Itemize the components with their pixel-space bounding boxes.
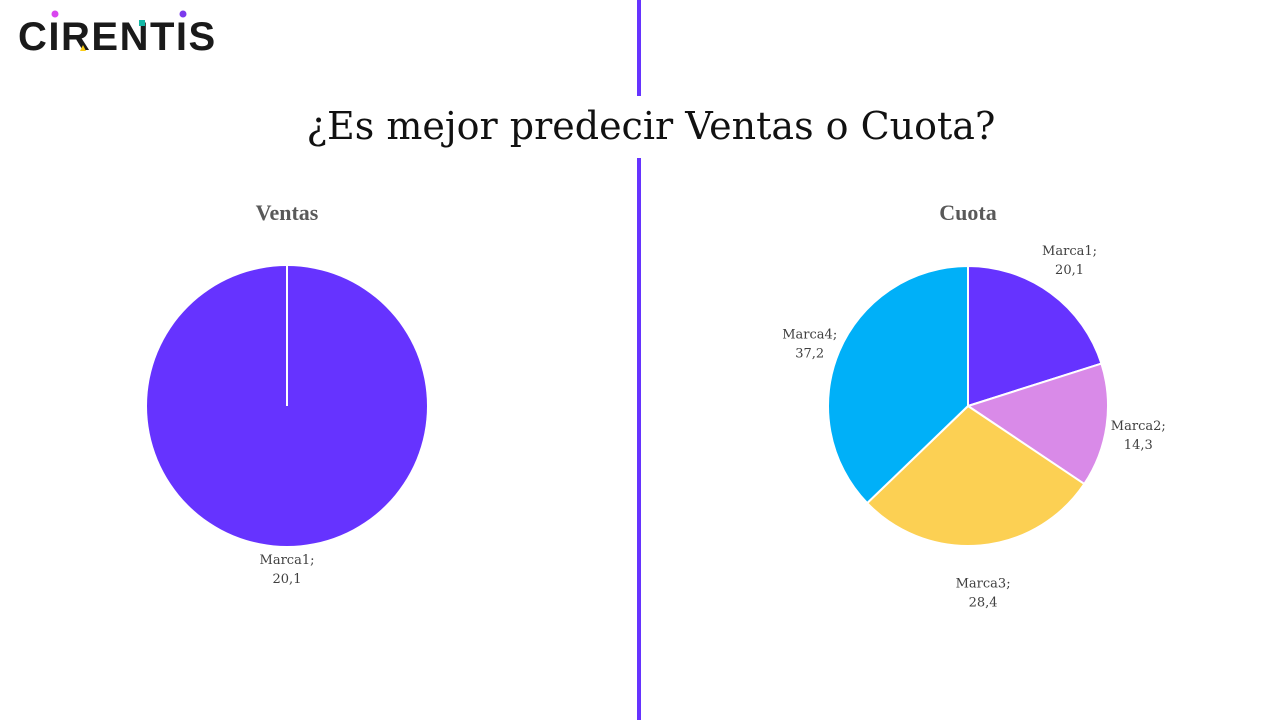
slice-marca4: [827, 264, 969, 505]
logo-wordmark: CIRENTIS: [18, 15, 217, 56]
page-title: ¿Es mejor predecir Ventas o Cuota?: [306, 104, 996, 148]
slice-label-marca2: Marca2; 14,3: [1111, 419, 1166, 453]
slice-label-marca1: Marca1; 20,1: [260, 553, 315, 587]
chart-title-ventas: Ventas: [255, 200, 319, 225]
pie-ventas: Marca1; 20,1: [147, 266, 427, 587]
divider-line-top: [637, 0, 641, 96]
slice-marca2: [965, 362, 1109, 486]
logo-triangle: [80, 45, 86, 51]
logo-dot-right: [179, 10, 187, 18]
logo-accent: [139, 20, 145, 26]
slice-marca3: [865, 404, 1086, 547]
pie-cuota: Marca1; 20,1 Marca2; 14,3 Marca3; 28,4 Marca4;…: [782, 244, 1166, 610]
divider-line-bottom: [637, 158, 641, 720]
logo-dot-left: [51, 10, 59, 18]
slice-label-marca1: Marca1; 20,1: [1042, 244, 1097, 278]
cirentis-logo: CIRENTIS: [18, 10, 217, 56]
chart-title-cuota: Cuota: [939, 200, 997, 225]
slice-label-marca3: Marca3; 28,4: [956, 576, 1011, 610]
slice-marca1: [967, 264, 1103, 408]
slice-label-marca4: Marca4; 37,2: [782, 328, 837, 362]
